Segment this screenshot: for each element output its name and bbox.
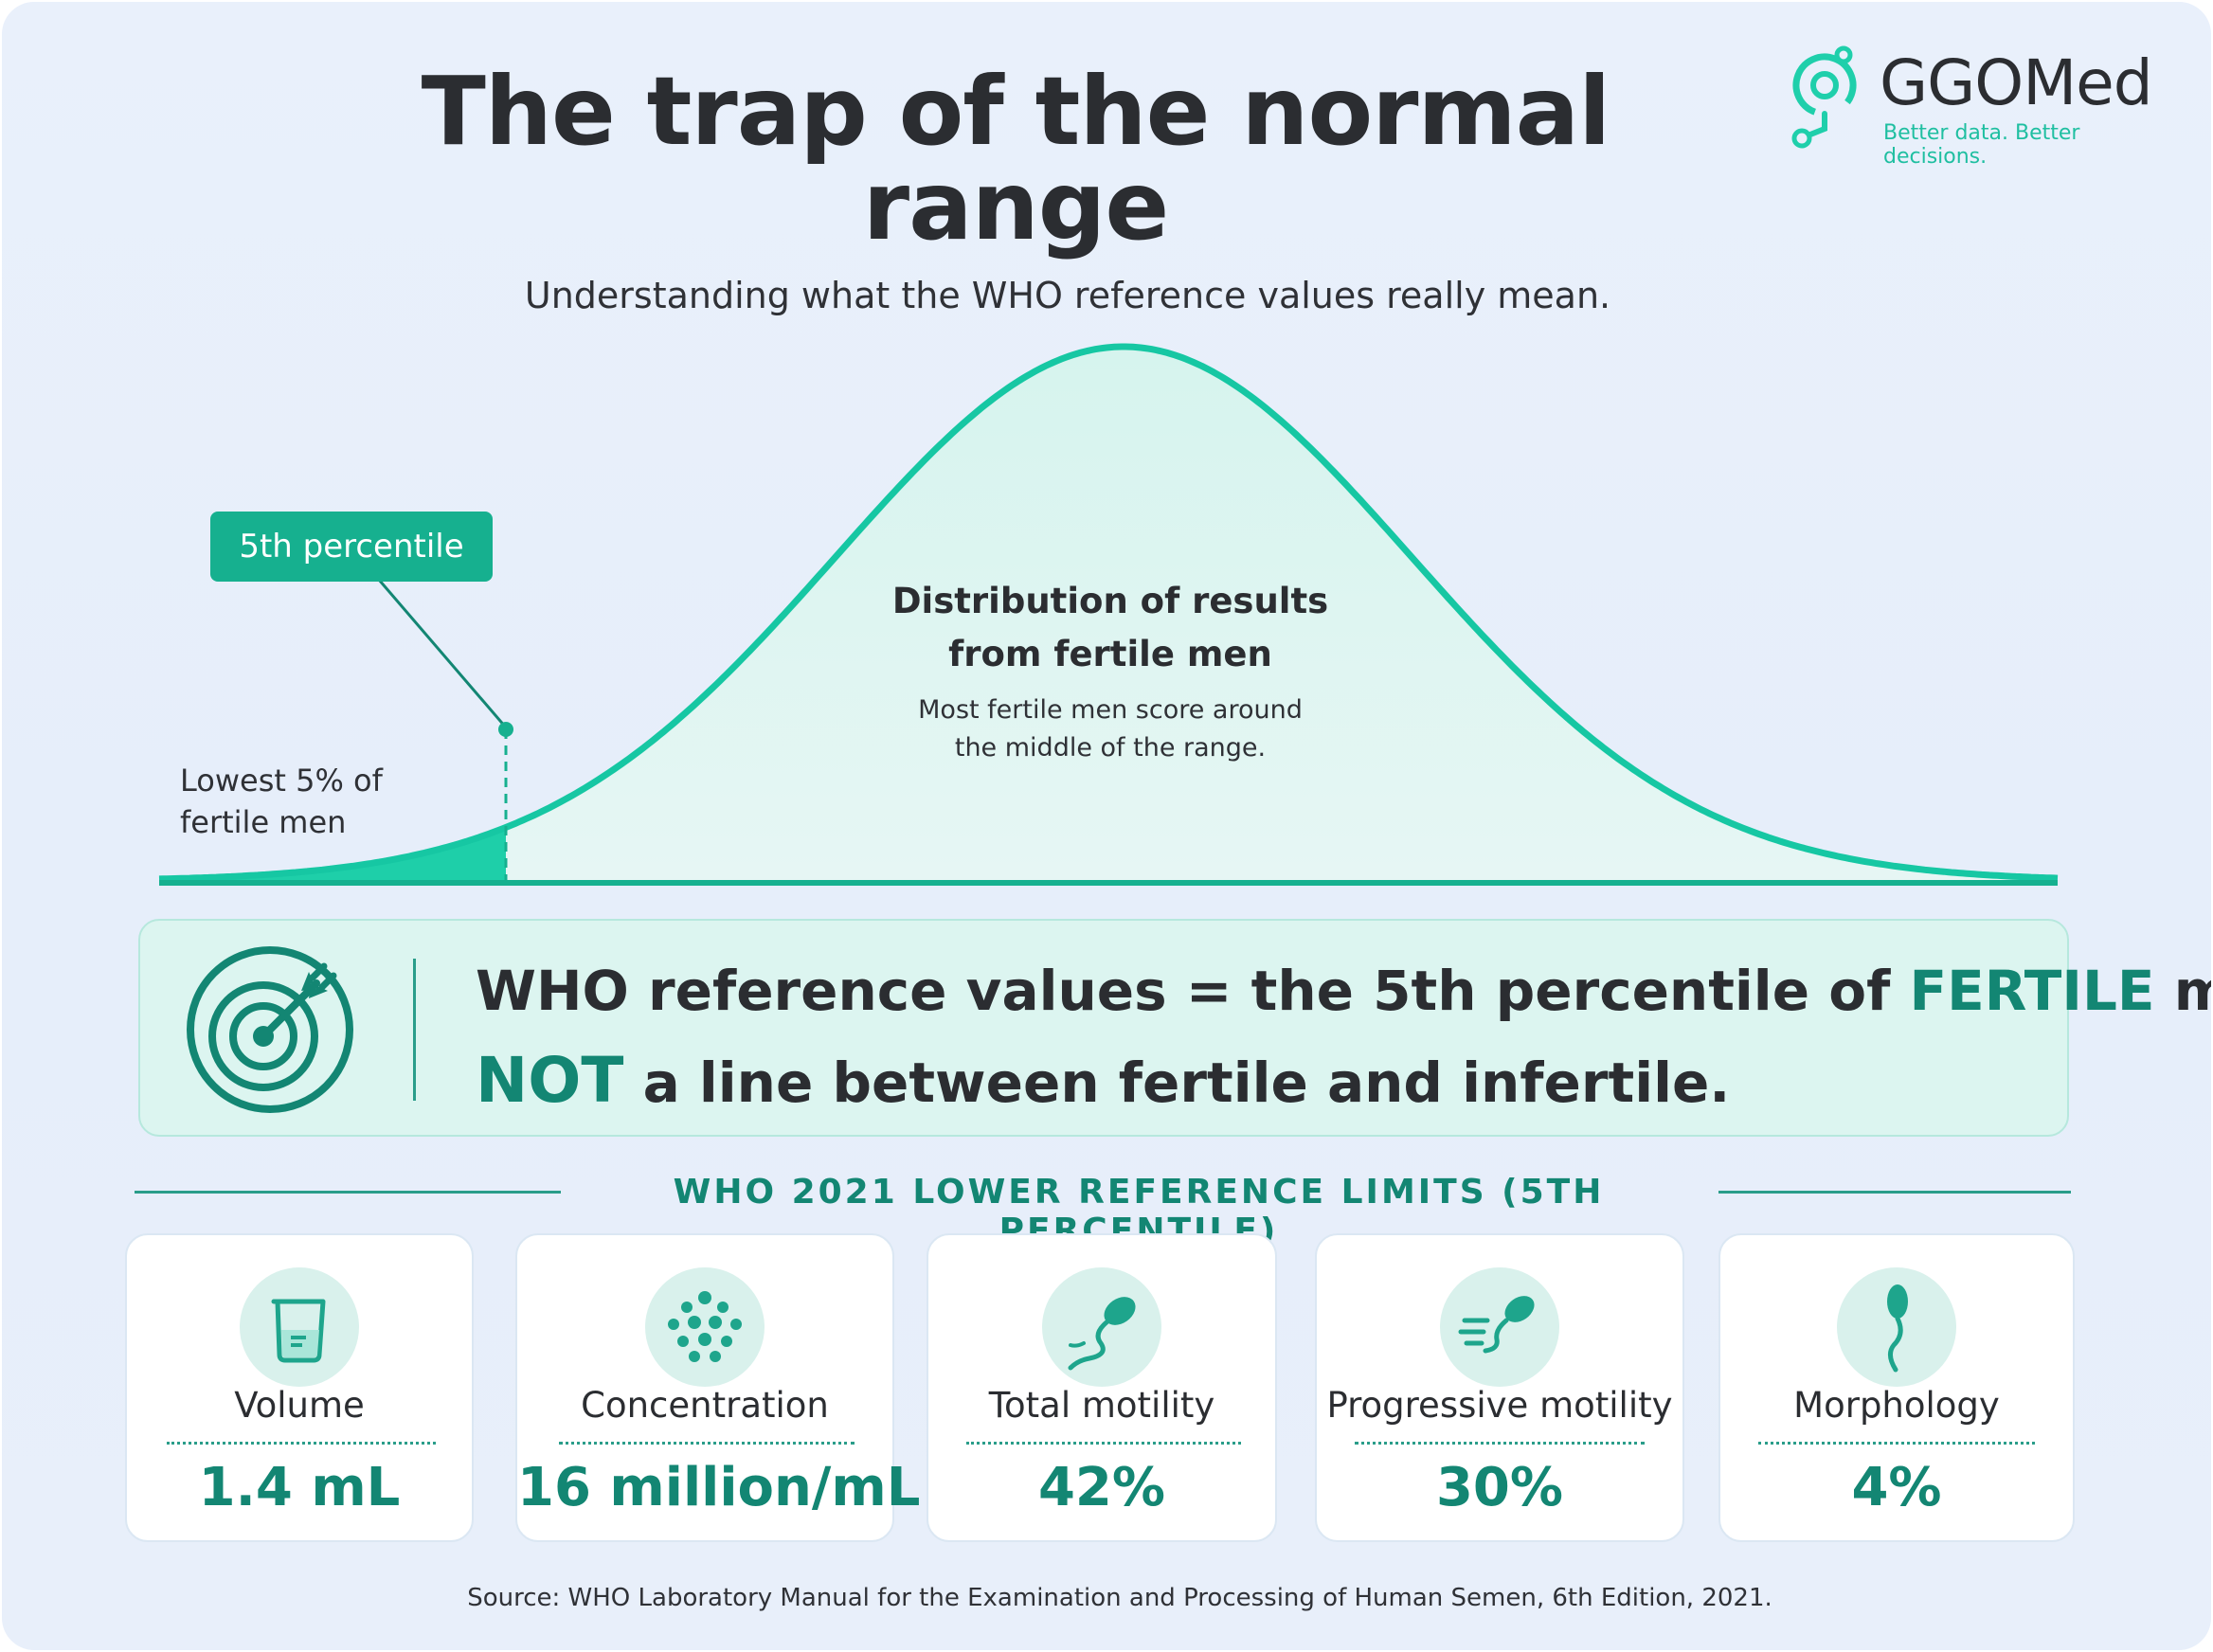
card-value: 42% xyxy=(1037,1457,1166,1518)
card-value: 30% xyxy=(1435,1457,1564,1518)
not-emphasis: NOT xyxy=(476,1044,624,1117)
card-label: Total motility xyxy=(988,1385,1215,1426)
card-divider xyxy=(1355,1442,1645,1445)
distribution-title-line-1: Distribution of results xyxy=(891,581,1329,621)
brand-logo: GGOMed Better data. Better decisions. xyxy=(1789,38,2186,169)
message-line-2: NOT a line between fertile and infertile… xyxy=(476,1044,1730,1117)
card-progressive-motility: Progressive motility 30% xyxy=(1315,1233,1684,1542)
lowest-5-percent-area xyxy=(159,827,506,881)
card-label: Progressive motility xyxy=(1326,1385,1673,1426)
target-arrow-icon xyxy=(187,946,353,1113)
card-label: Volume xyxy=(234,1385,365,1426)
page-title: The trap of the normal range xyxy=(362,64,1669,254)
card-divider xyxy=(1758,1442,2035,1445)
card-value: 1.4 mL xyxy=(198,1457,401,1518)
distribution-subtitle-line-2: the middle of the range. xyxy=(954,733,1267,763)
key-message-band: WHO reference values = the 5th percentil… xyxy=(138,919,2211,1137)
distribution-line xyxy=(158,343,2059,883)
card-divider xyxy=(559,1442,855,1445)
section-rule-right xyxy=(1718,1191,2071,1194)
percentile-marker-dot xyxy=(498,722,513,737)
percentile-pointer xyxy=(377,579,508,728)
dots-cluster-icon xyxy=(645,1267,765,1387)
beaker-icon xyxy=(240,1267,359,1387)
card-divider xyxy=(966,1442,1241,1445)
card-label: Morphology xyxy=(1793,1385,2000,1426)
card-divider xyxy=(167,1442,436,1445)
distribution-title-line-2: from fertile men xyxy=(948,634,1272,674)
message-line-1: WHO reference values = the 5th percentil… xyxy=(476,959,2211,1023)
distribution-subtitle: Most fertile men score around the middle… xyxy=(873,691,1347,767)
fertile-emphasis: FERTILE xyxy=(1909,959,2155,1023)
message-line-1-text: WHO reference values = the 5th percentil… xyxy=(476,959,1910,1023)
logo-name: GGOMed xyxy=(1880,46,2153,119)
card-label: Concentration xyxy=(581,1385,829,1426)
message-line-2-text: a line between fertile and infertile. xyxy=(623,1050,1731,1115)
card-volume: Volume 1.4 mL xyxy=(125,1233,474,1542)
source-citation: Source: WHO Laboratory Manual for the Ex… xyxy=(467,1584,1772,1612)
title-line-2: range xyxy=(862,151,1169,261)
card-value: 4% xyxy=(1851,1457,1942,1518)
distribution-subtitle-line-1: Most fertile men score around xyxy=(918,695,1303,725)
distribution-title: Distribution of results from fertile men xyxy=(873,575,1347,681)
logo-tagline: Better data. Better decisions. xyxy=(1883,121,2080,169)
lowest-5-percent-label: Lowest 5% of fertile men xyxy=(180,760,383,843)
title-line-1: The trap of the normal xyxy=(421,56,1611,167)
percentile-label: 5th percentile xyxy=(210,512,493,582)
band-divider xyxy=(413,959,416,1101)
card-total-motility: Total motility 42% xyxy=(927,1233,1277,1542)
card-value: 16 million/mL xyxy=(517,1457,921,1518)
sperm-icon xyxy=(1042,1267,1161,1387)
distribution-curve xyxy=(158,343,2059,886)
sperm-vertical-icon xyxy=(1837,1267,1956,1387)
card-morphology: Morphology 4% xyxy=(1718,1233,2075,1542)
message-line-1-end: men. xyxy=(2173,959,2211,1023)
fast-sperm-icon xyxy=(1440,1267,1559,1387)
distribution-area xyxy=(159,347,2058,881)
section-rule-left xyxy=(135,1191,561,1194)
card-concentration: Concentration 16 million/mL xyxy=(515,1233,921,1542)
lowest-label-line-2: fertile men xyxy=(180,804,347,840)
logo-mark-icon xyxy=(1791,45,1857,149)
page-subtitle: Understanding what the WHO reference val… xyxy=(524,275,1611,316)
lowest-label-line-1: Lowest 5% of xyxy=(180,763,383,799)
